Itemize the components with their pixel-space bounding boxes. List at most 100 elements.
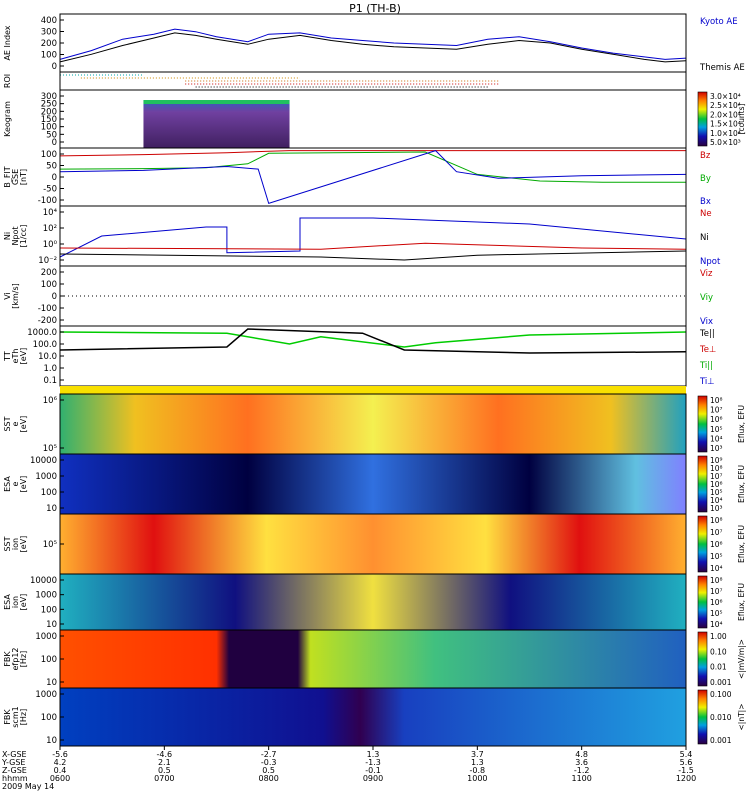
series-line-bfield-0 (59, 150, 686, 157)
y-axis-label: e (11, 481, 20, 486)
y-axis-label: GSE (11, 169, 20, 185)
x-tick-label: -1.2 (574, 766, 590, 775)
y-axis-label: ESA (3, 476, 12, 492)
x-tick-label: 0700 (154, 774, 174, 783)
colorbar-tick-label: 10⁹ (710, 456, 723, 465)
legend-label: Te|| (699, 329, 715, 339)
colorbar-tick-label: 10³ (710, 444, 723, 453)
footer-row-label: Y-GSE (1, 758, 25, 767)
x-tick-label: 4.2 (54, 758, 67, 767)
y-tick-label: 10² (43, 224, 57, 234)
y-axis-label: Ni (3, 232, 12, 240)
legend-label: Bx (700, 197, 711, 207)
x-tick-label: 4.8 (575, 750, 588, 759)
series-line-bfield-2 (59, 150, 687, 205)
y-axis-label: [eV] (19, 594, 28, 611)
ephemeris-footer: -5.64.20.40600-4.62.10.50700-2.7-0.30.50… (1, 746, 696, 791)
x-tick-label: 1200 (676, 774, 696, 783)
colorbar-tick-label: 10⁷ (710, 587, 723, 596)
y-axis-label: [eV] (19, 536, 28, 553)
legend-label: Kyoto AE (700, 17, 738, 27)
y-axis-label: FBK (3, 651, 12, 667)
y-axis-label: ROI (3, 74, 12, 88)
panel-background (60, 14, 686, 72)
y-axis-label: efp12 (11, 648, 20, 671)
temperature-trace (59, 328, 687, 354)
panel-background (60, 72, 686, 90)
x-tick-label: 0900 (363, 774, 383, 783)
colorbar (697, 515, 708, 573)
y-axis-label: Npot (11, 226, 20, 245)
panel-sst_i: 10⁵ SST ion [eV] 10⁸ 10⁷ 10⁶ 10⁵ 10⁴ Eflux, EFU (3, 513, 746, 575)
y-tick-label: 300 (41, 92, 57, 102)
y-tick-label: 0.1 (43, 376, 57, 386)
y-axis-label: SST (3, 416, 12, 431)
legend-label: Vix (700, 317, 713, 327)
y-tick-label: 10⁵ (43, 444, 57, 454)
y-axis-label: ESA (3, 594, 12, 610)
colorbar-tick-label: 10⁸ (710, 516, 723, 525)
y-tick-label: 200 (41, 268, 57, 278)
y-tick-label: 1000 (35, 690, 57, 700)
y-axis-label: [eV] (19, 416, 28, 433)
colorbar (697, 689, 708, 745)
y-axis-label: B_FIT (3, 166, 12, 187)
panel-bfield: 100 500 -50-100 B_FIT GSE [nT] Bz By Bx (3, 147, 711, 207)
x-tick-label: 5.4 (680, 750, 693, 759)
footer-row-label: Z-GSE (2, 766, 27, 775)
colorbar-tick-label: 10⁸ (710, 576, 723, 585)
x-tick-label: 0.5 (158, 766, 171, 775)
y-axis-label: ion (11, 538, 20, 550)
y-tick-label: 10⁵ (43, 540, 57, 550)
y-axis-label: SST (3, 536, 12, 551)
x-tick-label: 1000 (467, 774, 487, 783)
colorbar-tick-label: 0.10 (710, 647, 727, 656)
legend-label: Te⊥ (699, 345, 716, 355)
y-axis-label: Vi (3, 292, 12, 300)
legend-label: Ti|| (699, 361, 713, 371)
y-tick-label: 10000 (30, 456, 57, 466)
y-tick-label: 0 (52, 138, 57, 148)
series-line-ae-1 (59, 32, 687, 63)
legend-label: Viy (700, 293, 713, 303)
x-tick-label: 3.7 (471, 750, 484, 759)
y-tick-label: 100 (41, 280, 57, 290)
panel-background (60, 148, 686, 206)
colorbar-label: Eflux, EFU (737, 405, 746, 443)
y-tick-label: 1000.0 (27, 328, 57, 338)
y-tick-label: 10⁰ (43, 240, 58, 250)
legend-label: By (700, 174, 711, 184)
x-tick-label: -4.6 (157, 750, 173, 759)
colorbar-tick-label: 10⁶ (710, 415, 723, 424)
x-tick-label: -0.8 (470, 766, 486, 775)
x-tick-label: 0.5 (262, 766, 275, 775)
panel-background (60, 688, 686, 746)
colorbar-tick-label: 10⁶ (710, 598, 723, 607)
y-tick-label: 0 (52, 292, 57, 302)
y-tick-label: 50 (46, 130, 57, 140)
density-trace (59, 217, 687, 258)
colorbar-tick-label: 3.0×10⁴ (710, 92, 741, 101)
y-tick-label: 10.0 (38, 352, 57, 362)
legend-label: Ne (700, 209, 712, 219)
y-tick-label: 10⁻² (38, 256, 57, 266)
footer-row-label: hhmm (2, 774, 28, 783)
x-tick-label: 1.3 (367, 750, 380, 759)
y-tick-label: 150 (41, 115, 57, 125)
colorbar-tick-label: 10⁵ (710, 609, 723, 618)
y-axis-label: AE Index (3, 25, 12, 60)
y-tick-label: 10000 (30, 576, 57, 586)
colorbar-tick-label: 2.5×10⁴ (710, 101, 741, 110)
colorbar-tick-label: 10⁴ (710, 620, 723, 629)
panel-background (60, 394, 686, 454)
x-tick-label: -0.3 (261, 758, 277, 767)
x-tick-label: -2.7 (261, 750, 277, 759)
y-axis-label: ion (11, 596, 20, 608)
y-tick-label: 100 (41, 150, 57, 160)
x-tick-label: 1.3 (471, 758, 484, 767)
